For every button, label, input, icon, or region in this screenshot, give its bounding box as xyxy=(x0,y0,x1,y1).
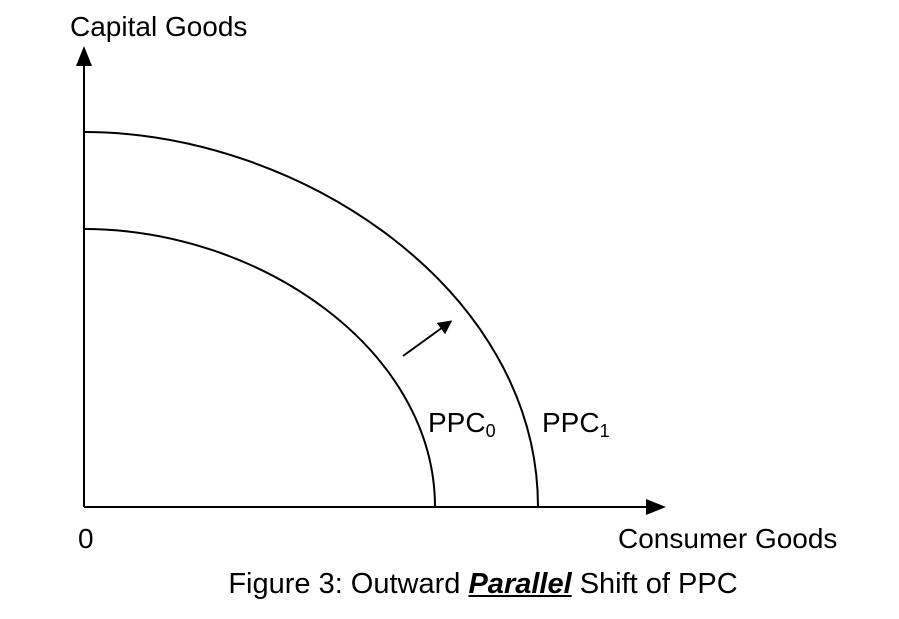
ppc1-label-main: PPC xyxy=(542,407,600,438)
origin-label: 0 xyxy=(78,523,94,554)
shift-arrow xyxy=(402,320,453,357)
y-axis-title: Capital Goods xyxy=(70,11,247,42)
ppc0-label: PPC0 xyxy=(428,407,496,441)
caption-suffix: Shift of PPC xyxy=(571,568,738,600)
ppc1-label: PPC1 xyxy=(542,407,610,441)
x-axis-title: Consumer Goods xyxy=(618,523,837,554)
ppc0-label-subscript: 0 xyxy=(486,421,496,441)
caption-emphasis: Parallel xyxy=(468,568,572,600)
y-axis-arrowhead xyxy=(76,46,92,66)
x-axis-arrowhead xyxy=(646,499,666,515)
ppc0-label-main: PPC xyxy=(428,407,486,438)
figure-caption: Figure 3: Outward Parallel Shift of PPC xyxy=(0,566,899,602)
ppc0-curve xyxy=(83,228,436,508)
caption-prefix: Figure 3: Outward xyxy=(228,568,469,600)
ppc1-label-subscript: 1 xyxy=(600,421,610,441)
ppc1-curve xyxy=(83,131,539,508)
